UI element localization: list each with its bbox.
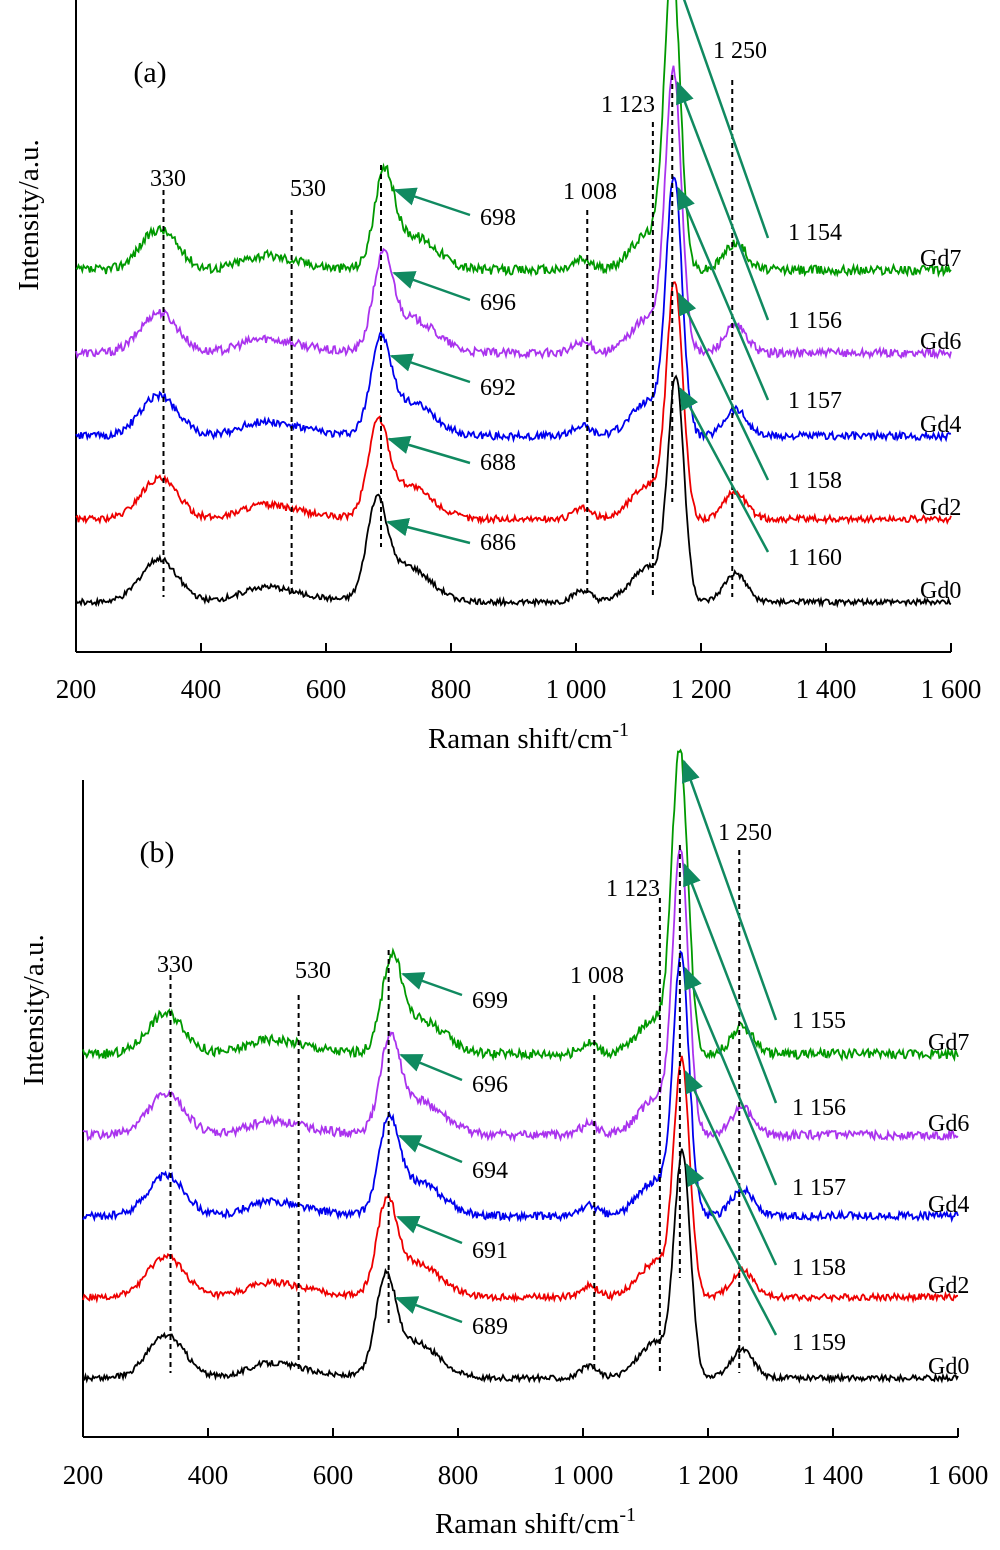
peak-arrow-1150 [682,0,770,239]
peak-label-690: 689 [472,1314,508,1340]
ref-line-label: 330 [157,952,193,978]
peak-label-1150: 1 160 [788,545,842,571]
x-tick-label: 200 [63,1460,104,1490]
x-axis-label-superscript: -1 [612,719,629,741]
peak-label-1150: 1 156 [792,1095,846,1121]
peak-arrow-690 [392,271,471,302]
peak-label-690: 694 [472,1158,508,1184]
series-line-gd7 [82,748,959,1063]
series-label-gd2: Gd2 [920,495,961,521]
peak-arrow-1150 [685,1162,778,1336]
peak-label-690: 698 [480,205,516,231]
peak-arrow-1150 [676,80,770,321]
peak-arrow-690 [396,1215,463,1245]
x-tick-label: 1 400 [803,1460,864,1490]
chart-panel-a: 200 400 600 800 1 000 1 200 1 400 1 600 Raman sh… [13,0,981,755]
ref-line-label: 530 [295,958,331,984]
x-tick-label: 800 [438,1460,479,1490]
peak-label-1150: 1 158 [792,1255,846,1281]
series-line-gd6 [75,65,952,360]
peak-arrow-690 [399,1053,463,1082]
peak-arrow-1150 [681,759,778,1021]
x-axis-label: Raman shift/cm-1 [435,1504,636,1540]
ref-line-label: 1 123 [601,92,655,118]
x-tick-label: 1 600 [928,1460,989,1490]
peak-arrow-690 [389,353,471,384]
panel-label: (a) [133,56,166,89]
ref-line-label: 1 250 [713,38,767,64]
series-label-gd6: Gd6 [920,329,961,355]
peak-arrow-690 [394,1296,463,1324]
peak-arrow-690 [387,435,471,465]
peak-arrow-1150 [676,186,770,401]
series-line-gd4 [82,949,959,1223]
peak-label-690: 696 [480,290,516,316]
series-label-gd2: Gd2 [928,1273,969,1299]
x-tick-label: 800 [431,674,472,704]
x-tick-label: 1 400 [796,674,857,704]
series-line-gd2 [82,1055,958,1304]
series-label-gd7: Gd7 [928,1030,969,1056]
ref-line-label: 1 123 [606,876,660,902]
ref-line-label: 1 008 [563,179,617,205]
x-tick-label: 1 200 [678,1460,739,1490]
peak-label-1150: 1 157 [788,388,842,414]
peak-arrow-1150 [683,966,778,1186]
x-tick-label: 600 [306,674,347,704]
peak-label-690: 692 [480,375,516,401]
x-tick-label: 200 [56,674,97,704]
peak-label-690: 688 [480,450,516,476]
x-axis-label-superscript: -1 [619,1504,636,1526]
series-line-gd0 [82,1148,959,1385]
x-tick-label: 400 [181,674,222,704]
peak-label-1150: 1 158 [788,468,842,494]
peak-arrow-690 [398,1134,463,1164]
peak-label-1150: 1 154 [788,220,842,246]
series-line-gd0 [75,374,952,609]
y-axis-label: Intensity/a.u. [18,934,50,1085]
peak-label-690: 691 [472,1238,508,1264]
series-line-gd4 [75,176,952,444]
series-label-gd7: Gd7 [920,246,961,272]
peak-arrow-690 [385,518,471,545]
ref-line-label: 530 [290,176,326,202]
peak-label-1150: 1 155 [792,1008,846,1034]
x-tick-label: 1 600 [921,674,982,704]
peak-arrow-1150 [677,292,770,481]
series-line-gd6 [82,848,959,1143]
peak-arrow-690 [393,187,471,217]
series-label-gd0: Gd0 [928,1354,969,1380]
peak-arrow-690 [401,972,463,997]
peak-label-690: 699 [472,988,508,1014]
peak-arrow-1150 [684,1070,778,1266]
series-label-gd4: Gd4 [928,1192,969,1218]
series-label-gd6: Gd6 [928,1111,969,1137]
x-tick-label: 600 [313,1460,354,1490]
ref-line-label: 1 250 [718,820,772,846]
series-label-gd4: Gd4 [920,412,961,438]
peak-label-690: 686 [480,530,516,556]
y-axis-label: Intensity/a.u. [13,139,45,290]
series-line-gd7 [75,0,952,279]
series-label-gd0: Gd0 [920,578,961,604]
x-tick-label: 400 [188,1460,229,1490]
peak-label-1150: 1 159 [792,1330,846,1356]
peak-label-1150: 1 156 [788,308,842,334]
x-tick-label: 1 000 [546,674,607,704]
peak-arrow-1150 [678,386,770,553]
ref-line-label: 1 008 [570,963,624,989]
peak-label-1150: 1 157 [792,1175,846,1201]
series-line-gd2 [75,281,952,526]
peak-arrow-1150 [683,862,778,1104]
ref-line-label: 330 [150,166,186,192]
x-tick-label: 1 000 [553,1460,614,1490]
panel-label: (b) [140,836,175,869]
x-axis-label: Raman shift/cm-1 [428,719,629,755]
peak-label-690: 696 [472,1072,508,1098]
x-tick-label: 1 200 [671,674,732,704]
chart-panel-b: 200 400 600 800 1 000 1 200 1 400 1 600 Raman sh… [18,748,989,1540]
